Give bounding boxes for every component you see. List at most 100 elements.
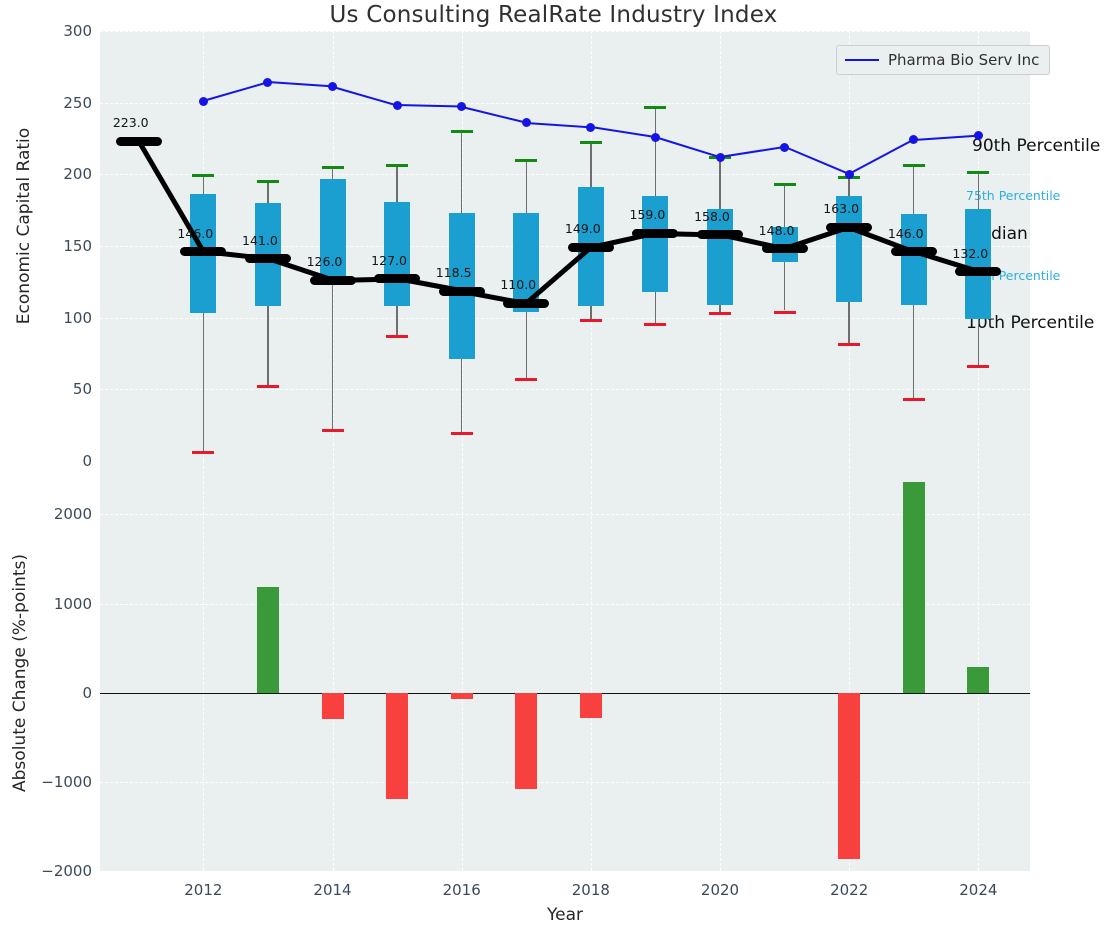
annotation-75th-percentile: 75th Percentile — [966, 188, 1061, 203]
annotation-90th-percentile: 90th Percentile — [972, 136, 1101, 156]
p10-cap — [386, 334, 409, 338]
median-value-label: 118.5 — [435, 265, 472, 281]
x-tick-label: 2012 — [184, 881, 223, 899]
change-bar — [256, 586, 279, 693]
median-value-label: 223.0 — [112, 115, 149, 131]
p10-cap — [515, 377, 538, 381]
median-value-label: 146.0 — [177, 225, 214, 241]
y-tick-label: −1000 — [41, 772, 92, 791]
y-tick-label: 200 — [63, 165, 92, 184]
median-marker — [309, 275, 356, 285]
p10-cap — [902, 397, 925, 401]
interquartile-box — [900, 214, 927, 305]
gridline-vertical — [332, 461, 334, 871]
change-bar — [902, 481, 925, 693]
p90-cap — [450, 129, 473, 133]
p90-cap — [579, 141, 602, 145]
gridline-vertical — [720, 461, 721, 871]
median-value-label: 149.0 — [564, 221, 601, 237]
y-tick-label: 250 — [63, 93, 92, 112]
p90-cap — [321, 165, 344, 169]
gridline-horizontal — [100, 603, 1030, 605]
change-bar — [450, 692, 473, 699]
gridline-horizontal — [100, 246, 1030, 247]
company-line-point — [780, 142, 790, 152]
median-marker — [761, 244, 808, 254]
p90-cap — [967, 171, 990, 175]
legend: Pharma Bio Serv Inc — [836, 45, 1051, 75]
p10-cap — [709, 311, 731, 315]
gridline-horizontal — [100, 781, 1030, 783]
median-value-label: 146.0 — [887, 225, 924, 241]
interquartile-box — [319, 178, 346, 284]
gridline-vertical — [978, 461, 980, 871]
median-marker — [567, 242, 614, 252]
p10-cap — [644, 323, 667, 327]
median-value-label: 163.0 — [823, 201, 860, 217]
p10-cap — [838, 343, 861, 347]
median-value-label: 148.0 — [758, 222, 795, 238]
whisker-line — [331, 165, 334, 430]
median-marker — [890, 247, 937, 257]
company-line-point — [521, 118, 531, 128]
p90-cap — [902, 164, 925, 168]
median-value-label: 127.0 — [371, 252, 407, 268]
gridline-horizontal — [100, 871, 1030, 872]
p90-cap — [386, 164, 409, 168]
interquartile-box — [836, 195, 863, 302]
y-tick-label: 300 — [63, 22, 92, 40]
x-tick-label: 2014 — [313, 881, 352, 899]
company-line-point — [650, 132, 660, 142]
p90-cap — [515, 158, 538, 162]
x-tick-label: 2024 — [959, 881, 998, 899]
x-tick-label: 2022 — [830, 881, 869, 899]
x-axis-label: Year — [547, 905, 583, 925]
company-line-point — [909, 135, 919, 145]
annotation-10th-percentile: 10th Percentile — [966, 313, 1095, 333]
company-line-point — [263, 78, 273, 88]
gridline-horizontal — [100, 317, 1030, 319]
p10-cap — [256, 385, 279, 389]
y-tick-label: 0 — [82, 683, 92, 702]
gridline-horizontal — [100, 31, 1030, 32]
gridline-horizontal — [100, 514, 1030, 516]
gridline-vertical — [461, 461, 463, 871]
p10-cap — [773, 310, 796, 314]
p10-cap — [579, 319, 602, 323]
p10-cap — [450, 432, 473, 436]
legend-line-swatch — [845, 59, 879, 61]
median-marker — [632, 228, 679, 238]
median-value-label: 159.0 — [629, 207, 666, 223]
change-bar — [386, 692, 409, 799]
change-bar — [838, 692, 861, 859]
median-value-label: 132.0 — [952, 245, 989, 261]
p90-cap — [192, 174, 215, 178]
median-value-label: 158.0 — [694, 208, 730, 224]
x-tick-label: 2018 — [571, 881, 610, 899]
company-line-point — [328, 82, 337, 92]
gridline-horizontal — [100, 389, 1030, 391]
change-bar — [515, 692, 538, 789]
y-tick-label: 1000 — [53, 594, 92, 613]
chart-title: Us Consulting RealRate Industry Index — [329, 2, 778, 28]
y-tick-label: 2000 — [53, 505, 92, 524]
median-marker — [180, 247, 227, 257]
bottom-panel-absolute-change — [100, 461, 1030, 872]
y-tick-label: 100 — [63, 308, 92, 327]
p10-cap — [967, 364, 990, 368]
p90-cap — [644, 105, 667, 109]
median-marker — [374, 274, 421, 284]
y-axis-label-bottom: Absolute Change (%-points) — [10, 554, 30, 792]
median-marker — [503, 298, 550, 308]
gridline-horizontal — [100, 102, 1030, 104]
company-line-point — [457, 102, 467, 112]
gridline-horizontal — [100, 174, 1030, 176]
gridline-vertical — [849, 461, 851, 871]
company-line-point — [586, 122, 596, 132]
company-line-point — [844, 169, 854, 179]
y-tick-label: 0 — [82, 452, 92, 470]
legend-label-pharma-bio-serv-inc: Pharma Bio Serv Inc — [888, 51, 1040, 69]
median-marker — [438, 286, 485, 296]
median-marker — [244, 254, 291, 264]
p10-cap — [192, 450, 215, 454]
